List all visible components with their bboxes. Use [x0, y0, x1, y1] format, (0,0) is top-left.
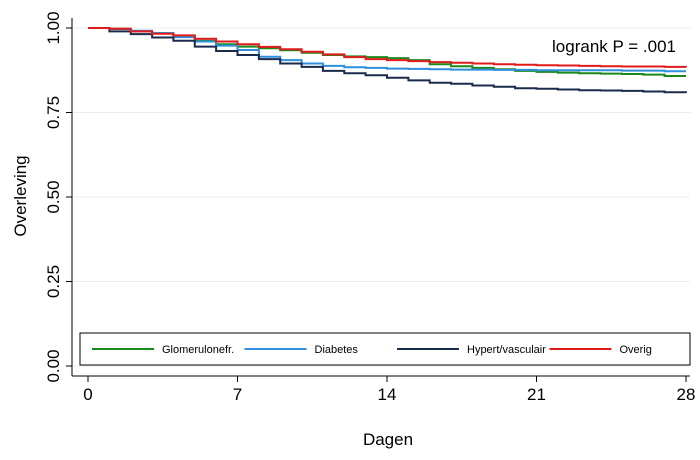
- x-tick-label: 7: [233, 385, 242, 404]
- legend-label: Glomerulonefr.: [162, 344, 234, 356]
- x-tick-label: 28: [677, 385, 696, 404]
- series-line-4: [88, 27, 687, 68]
- series-line-2: [88, 27, 686, 73]
- y-tick-label: 0.25: [44, 265, 63, 298]
- y-axis-title: Overleving: [11, 155, 30, 236]
- series-layer: [88, 27, 687, 94]
- x-tick-label: 14: [378, 385, 397, 404]
- y-tick-label: 0.00: [44, 349, 63, 382]
- legend-label: Diabetes: [315, 344, 359, 356]
- legend: Glomerulonefr. Diabetes Hypert/vasculair Ov…: [79, 332, 691, 366]
- series-line-3: [88, 27, 687, 94]
- gridlines: [72, 27, 690, 367]
- legend-label: Overig: [620, 344, 652, 356]
- logrank-annotation: logrank P = .001: [552, 37, 676, 56]
- y-tick-label: 1.00: [44, 11, 63, 44]
- x-tick-label: 0: [83, 385, 92, 404]
- x-tick-label: 21: [527, 385, 546, 404]
- y-ticks: 0.00 0.25 0.50 0.75 1.00: [44, 11, 72, 383]
- y-tick-label: 0.75: [44, 96, 63, 129]
- y-tick-label: 0.50: [44, 180, 63, 213]
- x-ticks: 0 7 14 21 28: [83, 376, 695, 404]
- legend-label: Hypert/vasculair: [467, 344, 546, 356]
- x-axis-title: Dagen: [363, 430, 413, 449]
